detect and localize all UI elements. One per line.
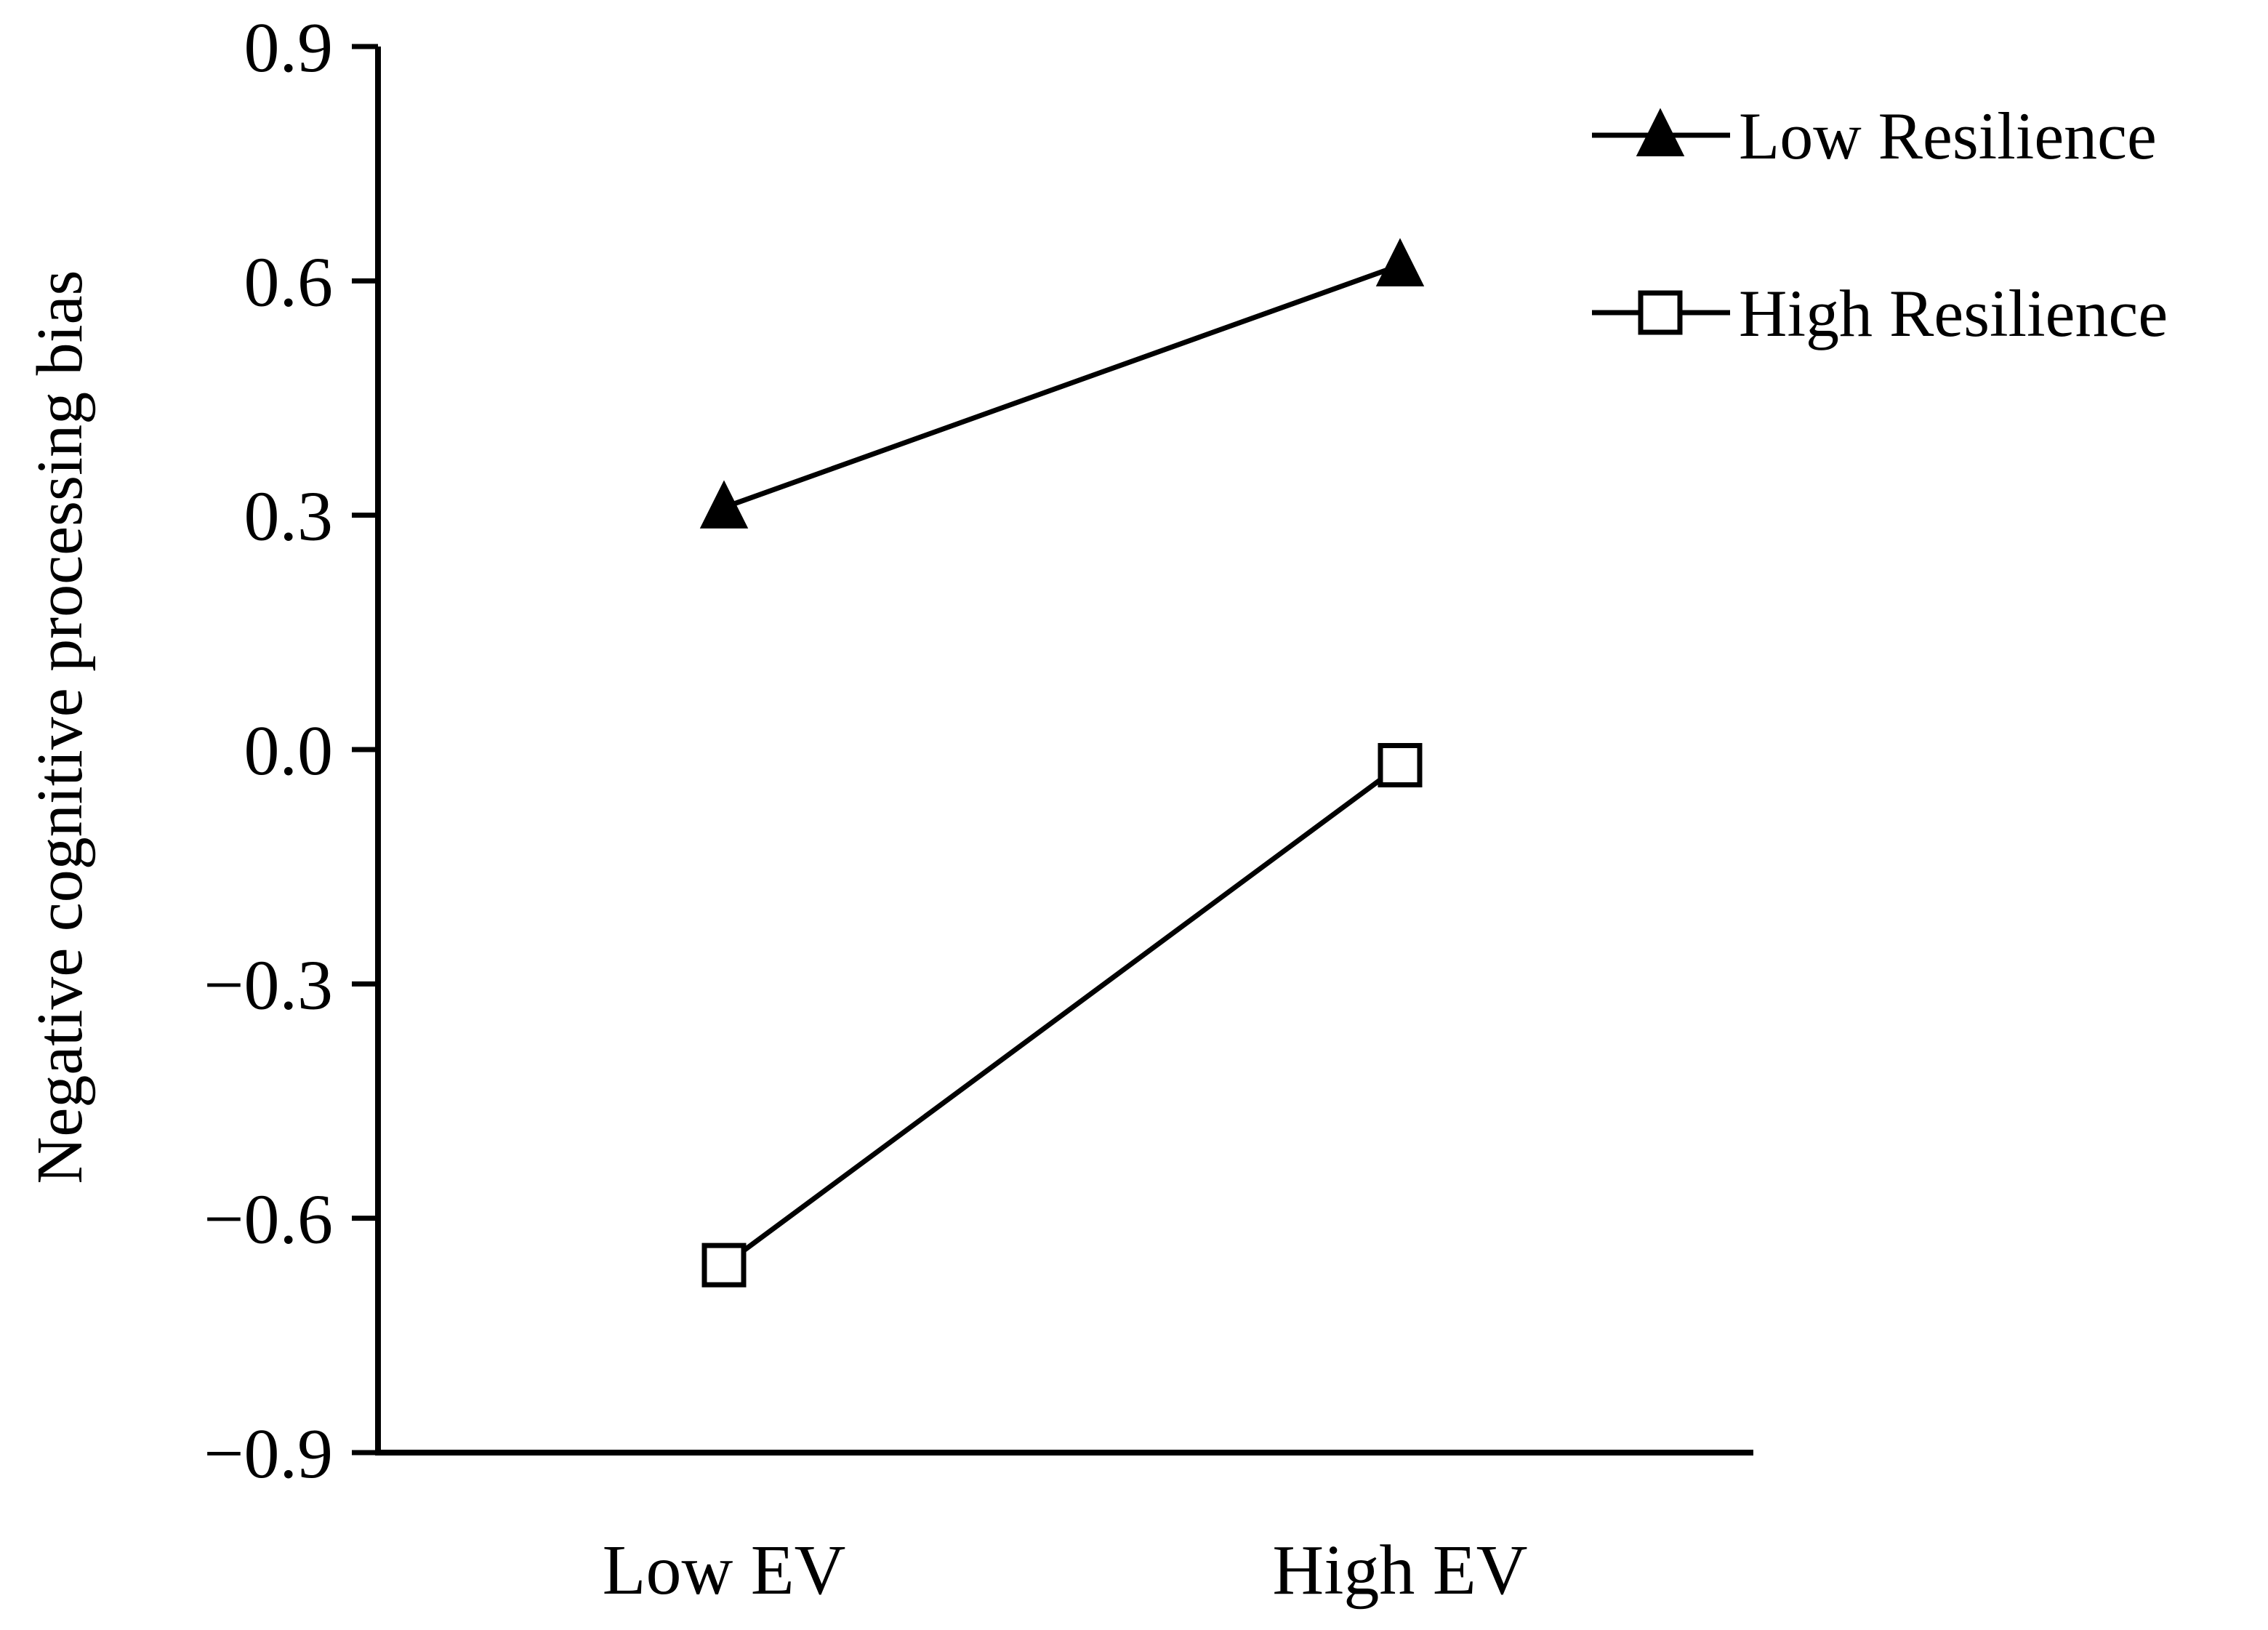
data-point-triangle [699,480,749,529]
series-layer [699,238,1425,1288]
legend-item: Low Resilience [1592,99,2157,173]
y-tick-label: −0.6 [204,1181,333,1259]
data-point-triangle [1375,238,1425,286]
legend-square-icon [1638,290,1683,335]
y-ticks: 0.9 0.6 0.3 0.0 −0.3 −0.6 −0.9 [204,9,378,1493]
legend: Low Resilience High Resilience [1592,99,2168,350]
y-tick-label: 0.6 [244,243,334,321]
legend-triangle-icon [1636,108,1685,156]
series-low-resilience [699,238,1425,529]
y-axis-title: Negative cognitive processing bias [24,270,96,1184]
data-point-square [1378,742,1423,787]
y-tick-label: −0.3 [204,946,333,1024]
series-line [722,763,1402,1267]
legend-label: High Resilience [1739,276,2168,350]
series-line [723,262,1402,510]
data-point-square [701,1242,747,1288]
y-tick-label: 0.9 [244,9,334,87]
series-high-resilience [701,742,1423,1288]
x-tick-labels: Low EV High EV [603,1531,1528,1610]
legend-label: Low Resilience [1739,99,2157,173]
axes [375,47,1753,1456]
y-tick-label: 0.0 [244,712,334,790]
y-tick-label: −0.9 [204,1415,333,1493]
legend-item: High Resilience [1592,276,2168,350]
x-tick-label: Low EV [603,1531,846,1610]
y-tick-label: 0.3 [244,478,334,556]
x-tick-label: High EV [1272,1531,1527,1610]
